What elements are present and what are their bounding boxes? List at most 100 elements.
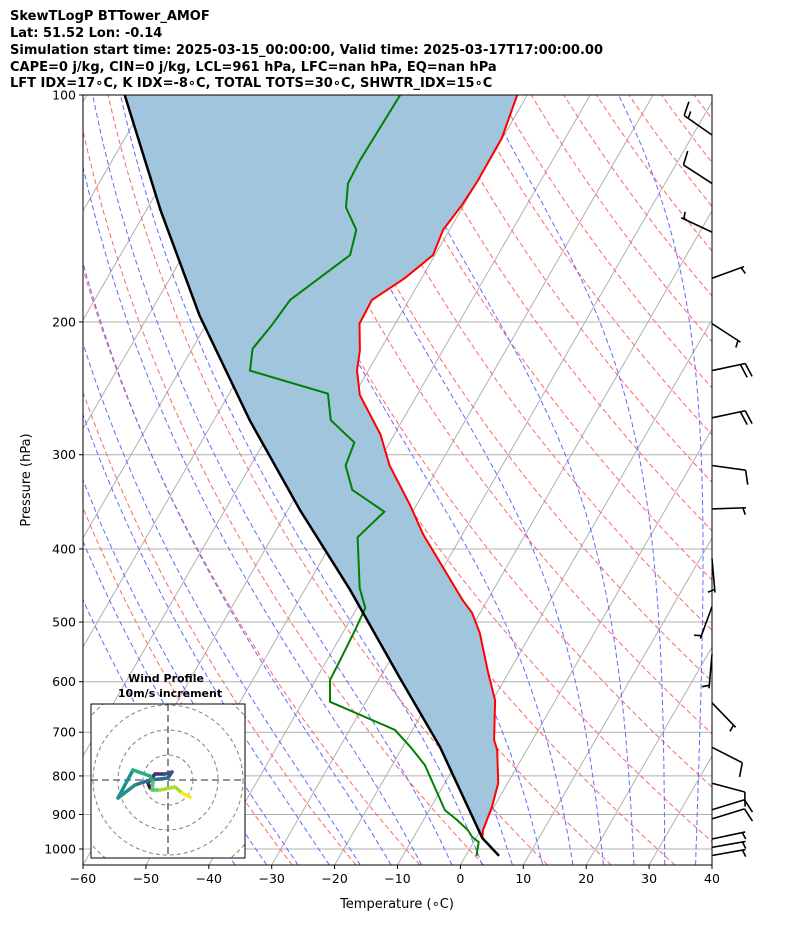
hodograph-title: Wind Profile xyxy=(128,672,204,685)
hodograph-subtitle: 10m/s increment xyxy=(118,687,222,700)
isotherm-line xyxy=(271,100,712,865)
barb-staff xyxy=(711,848,746,857)
moist-adiabat-line xyxy=(618,95,704,865)
dry-adiabat-line xyxy=(660,95,712,164)
indices-text-2: LFT IDX=17∘C, K IDX=-8∘C, TOTAL TOTS=30∘… xyxy=(10,76,493,91)
isotherm-line xyxy=(522,536,712,865)
barb-full-tick xyxy=(682,150,689,166)
chart-title: SkewTLogP BTTower_AMOF xyxy=(10,9,210,24)
barb-staff xyxy=(683,164,713,185)
hodograph-segment xyxy=(116,768,135,800)
profiles xyxy=(123,95,519,857)
y-tick-label: 300 xyxy=(52,447,76,462)
barb-full-tick xyxy=(738,762,744,778)
isotherm-line xyxy=(208,95,654,865)
wind-barb xyxy=(711,831,747,840)
barb-staff xyxy=(711,808,745,820)
y-tick-label: 400 xyxy=(52,541,76,556)
x-tick-label: −30 xyxy=(259,871,285,886)
dry-adiabat-line xyxy=(595,95,712,252)
dry-adiabat-line xyxy=(107,95,548,865)
y-tick-label: 800 xyxy=(52,768,76,783)
dry-adiabat-line xyxy=(302,95,712,683)
x-tick-label: 10 xyxy=(515,871,531,886)
y-tick-label: 700 xyxy=(52,725,76,740)
y-tick-label: 100 xyxy=(52,88,76,103)
wind-barb xyxy=(711,464,749,485)
time-text: Simulation start time: 2025-03-15_00:00:… xyxy=(10,43,603,58)
barb-half-tick xyxy=(701,684,710,688)
dry-adiabat-line xyxy=(628,95,712,208)
dry-adiabat-line xyxy=(400,95,712,532)
dry-adiabat-line xyxy=(367,95,712,581)
wind-barb xyxy=(711,506,747,516)
x-tick-label: −60 xyxy=(70,871,96,886)
barb-half-tick xyxy=(694,634,702,637)
y-tick-label: 900 xyxy=(52,807,76,822)
location-text: Lat: 51.52 Lon: -0.14 xyxy=(10,26,163,41)
barb-staff xyxy=(711,702,737,728)
barb-staff xyxy=(711,409,746,419)
wind-barb xyxy=(711,808,754,822)
x-tick-label: 30 xyxy=(641,871,657,886)
wind-barb xyxy=(711,322,741,348)
axis-ticks: −60 −50 −40 −30 −20 −10 0 10 20 30 40 100 200 300 400 5… xyxy=(44,88,720,887)
barb-half-tick xyxy=(707,588,715,593)
x-tick-label: 20 xyxy=(578,871,594,886)
hodograph-segment xyxy=(180,791,192,799)
moist-adiabat-line xyxy=(483,95,666,865)
wind-barb xyxy=(711,265,747,280)
barb-staff xyxy=(711,799,745,811)
isotherm-line xyxy=(83,95,88,103)
barb-full-tick xyxy=(744,363,753,377)
x-tick-label: 0 xyxy=(456,871,464,886)
barb-half-tick xyxy=(729,724,735,732)
barb-staff xyxy=(711,831,746,840)
barb-staff xyxy=(711,840,746,849)
wind-barb xyxy=(680,211,713,233)
wind-barb xyxy=(711,848,747,857)
wind-barb xyxy=(711,702,737,732)
dry-adiabat-line xyxy=(237,95,712,788)
wind-barb xyxy=(711,362,753,378)
x-tick-label: 40 xyxy=(704,871,720,886)
dry-adiabat-line xyxy=(498,95,712,389)
barb-full-tick xyxy=(739,364,748,378)
moist-adiabat-line xyxy=(83,261,392,865)
dry-adiabat-line xyxy=(270,95,712,735)
hodograph-frame xyxy=(90,703,246,859)
moist-adiabat-line xyxy=(83,478,299,865)
x-tick-label: −40 xyxy=(196,871,222,886)
barb-full-tick xyxy=(739,411,748,426)
isotherm-line xyxy=(711,863,712,865)
barb-staff xyxy=(711,782,746,793)
wind-barb xyxy=(711,840,747,849)
x-axis-label: Temperature (∘C) xyxy=(339,897,454,912)
y-tick-label: 1000 xyxy=(44,842,76,857)
wind-barb xyxy=(711,746,744,778)
isotherm-line xyxy=(648,754,712,865)
wind-barb xyxy=(711,409,753,426)
wind-barb xyxy=(707,558,716,593)
barb-full-tick xyxy=(744,470,749,485)
x-tick-label: −20 xyxy=(321,871,347,886)
x-tick-label: −50 xyxy=(133,871,159,886)
dry-adiabat-line xyxy=(433,95,712,484)
barb-half-tick xyxy=(687,111,692,119)
barb-staff xyxy=(711,506,747,510)
dry-adiabat-line xyxy=(727,95,794,865)
barb-half-tick xyxy=(741,841,747,849)
barb-staff xyxy=(711,362,746,372)
barb-staff xyxy=(711,746,743,764)
dewpoint-line xyxy=(248,95,480,856)
barb-full-tick xyxy=(743,799,754,813)
dry-adiabat-line xyxy=(335,95,712,631)
barb-half-tick xyxy=(735,340,739,348)
barb-staff xyxy=(680,217,713,233)
barb-full-tick xyxy=(743,808,754,822)
wind-barb xyxy=(694,606,713,639)
x-tick-label: −10 xyxy=(384,871,410,886)
y-axis-label: Pressure (hPa) xyxy=(19,433,34,526)
barb-half-tick xyxy=(740,267,747,275)
moist-adiabat-line xyxy=(120,95,483,865)
